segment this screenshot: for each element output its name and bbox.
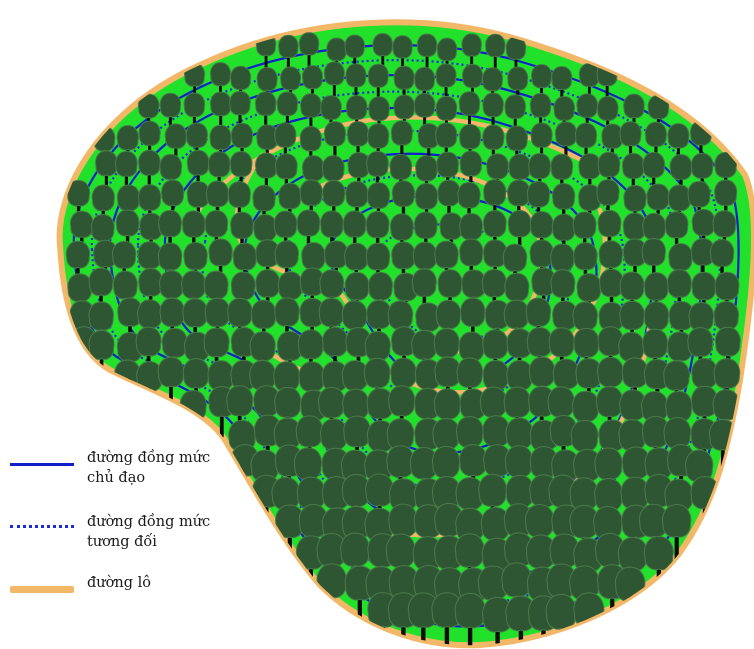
solid-line-swatch (10, 463, 74, 466)
tree (619, 121, 642, 163)
relative-contour-1 (90, 59, 721, 607)
tree (298, 32, 320, 71)
tree (159, 92, 182, 133)
tree (392, 35, 413, 74)
tree (642, 151, 666, 195)
tree (323, 61, 345, 101)
tree (575, 122, 598, 164)
tree (530, 122, 553, 164)
tree (345, 63, 367, 103)
legend-label-main-contour: đường đồng mức chủ đạo (87, 450, 211, 486)
tree (482, 92, 504, 133)
legend-label-relative-contour: đường đồng mức tương đối (87, 514, 211, 550)
tree (276, 91, 299, 132)
tree (667, 123, 690, 165)
tree (372, 32, 393, 71)
tree (300, 93, 322, 134)
tree (485, 33, 506, 72)
tree (296, 209, 321, 254)
tree (614, 566, 646, 625)
tree (390, 120, 413, 162)
tree (461, 33, 482, 72)
tree (662, 503, 692, 560)
dotted-line-swatch (10, 525, 74, 528)
tree (545, 594, 577, 646)
tree (458, 91, 481, 132)
tree (229, 90, 251, 131)
tree (413, 92, 436, 134)
tree (416, 33, 438, 72)
tree (551, 65, 573, 106)
legend-label-road: đường lô (87, 575, 151, 591)
tree (323, 121, 346, 163)
tree (183, 92, 206, 133)
tree (138, 149, 161, 193)
tree (278, 34, 299, 73)
tree (641, 237, 666, 284)
tree (179, 390, 207, 442)
tree (367, 63, 389, 103)
tree (254, 91, 277, 132)
tree (344, 34, 365, 73)
tree (505, 36, 527, 75)
legend-item-main-contour: đường đồng mức chủ đạo (10, 448, 250, 492)
tree (274, 122, 297, 164)
tree (459, 150, 483, 193)
tree (504, 94, 526, 135)
tree (391, 180, 416, 224)
road-line-swatch (10, 586, 74, 593)
tree (115, 150, 138, 194)
tree-group (65, 32, 741, 646)
legend-item-road: đường lô (10, 573, 250, 603)
tree (209, 62, 231, 102)
tree (316, 563, 347, 621)
tree (435, 63, 457, 103)
legend-item-relative-contour: đường đồng mức tương đối (10, 512, 250, 556)
